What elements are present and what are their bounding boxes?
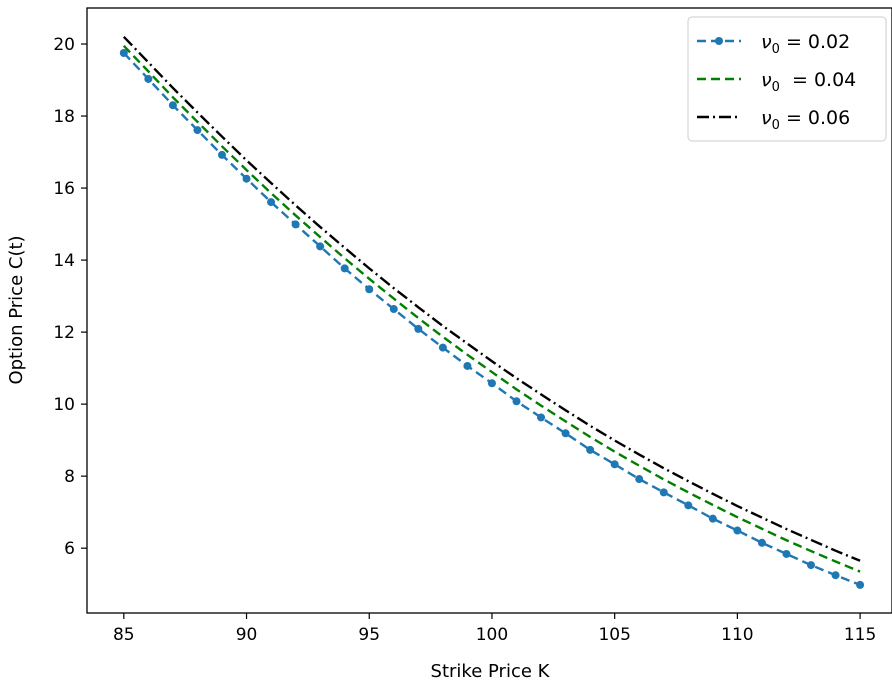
series-point	[635, 475, 644, 484]
series-point	[168, 101, 177, 110]
x-tick-label: 115	[844, 625, 876, 645]
x-axis-title: Strike Price K	[431, 661, 551, 682]
series-point	[684, 501, 693, 510]
series-point	[414, 324, 423, 333]
legend-label-2: ν0 = 0.04	[761, 69, 856, 95]
series-point	[708, 514, 717, 523]
y-tick-label: 18	[53, 107, 75, 127]
legend-subscript: 0	[772, 80, 780, 95]
series-point	[217, 150, 226, 159]
series-point	[659, 488, 668, 497]
series-point	[438, 343, 447, 352]
series-point	[463, 361, 472, 370]
legend-value: = 0.04	[780, 69, 856, 91]
legend-symbol: ν	[761, 31, 772, 53]
legend-symbol: ν	[761, 69, 772, 91]
y-tick-label: 20	[53, 35, 75, 55]
series-point	[757, 538, 766, 547]
x-tick-label: 100	[476, 625, 508, 645]
y-tick-label: 16	[53, 179, 75, 199]
y-tick-label: 10	[53, 395, 75, 415]
series-point	[316, 242, 325, 251]
series-point	[586, 445, 595, 454]
series-point	[733, 526, 742, 535]
x-tick-label: 85	[113, 625, 135, 645]
series-point	[561, 429, 570, 438]
plot-frame	[86, 7, 892, 614]
y-axis-ticks: 6 8 10 12 14 16 18 20	[53, 35, 87, 559]
x-tick-label: 110	[721, 625, 753, 645]
x-tick-label: 95	[358, 625, 380, 645]
series-point	[340, 264, 349, 273]
legend-symbol: ν	[761, 107, 772, 129]
y-axis-title: Option Price C(t)	[6, 235, 27, 384]
series-point	[242, 174, 251, 183]
legend-subscript: 0	[772, 118, 780, 133]
series-point	[610, 460, 619, 469]
x-tick-label: 105	[598, 625, 630, 645]
series-point	[512, 397, 521, 406]
series-point	[782, 549, 791, 558]
series-point	[831, 571, 840, 580]
x-tick-label: 90	[236, 625, 258, 645]
series-line-3	[122, 35, 861, 562]
legend-label-3: ν0 = 0.06	[761, 107, 850, 133]
series-point	[487, 379, 496, 388]
y-tick-label: 12	[53, 323, 75, 343]
series-point	[144, 74, 153, 83]
series-point	[267, 198, 276, 207]
series-point	[291, 220, 300, 229]
legend-value: = 0.06	[780, 107, 850, 129]
legend-subscript: 0	[772, 42, 780, 57]
series-point	[807, 561, 816, 570]
series-point	[365, 285, 374, 294]
series-layer	[119, 35, 865, 589]
series-point	[389, 305, 398, 314]
x-axis-ticks: 85 90 95 100 105 110 115	[113, 613, 876, 645]
legend-label-1: ν0 = 0.02	[761, 31, 850, 57]
series-line-2	[122, 44, 861, 573]
series-point	[537, 413, 546, 422]
legend-marker	[715, 37, 723, 45]
legend-value: = 0.02	[780, 31, 850, 53]
series-point	[856, 580, 865, 589]
y-tick-label: 6	[64, 539, 75, 559]
series-point	[119, 49, 128, 58]
y-tick-label: 14	[53, 251, 75, 271]
series-point	[193, 126, 202, 135]
legend-box	[687, 16, 887, 142]
y-tick-label: 8	[64, 467, 75, 487]
